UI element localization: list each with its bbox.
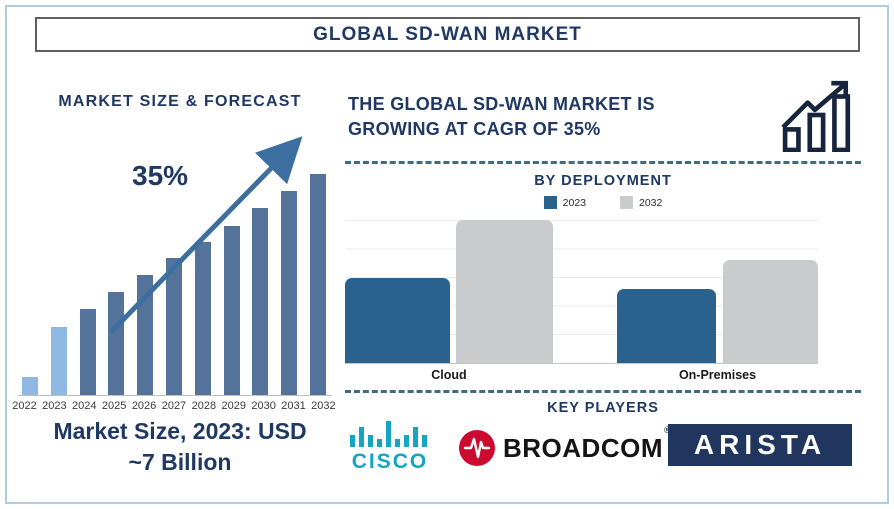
market-forecast-bar-chart — [22, 165, 326, 395]
forecast-year-label-2031: 2031 — [281, 400, 306, 412]
market-size-caption-line1: Market Size, 2023: USD — [53, 418, 307, 444]
by-deployment-title: BY DEPLOYMENT — [534, 173, 672, 189]
legend-label-2032: 2032 — [639, 196, 663, 209]
forecast-bar-2023 — [50, 327, 67, 395]
forecast-bar-2025 — [108, 292, 125, 395]
market-size-caption-line2: ~7 Billion — [128, 449, 232, 476]
broadcom-wordmark: BROADCOM — [503, 432, 663, 463]
forecast-year-axis: 2022 2023 2024 2025 2026 2027 2028 2029 2030 2031… — [10, 400, 338, 412]
forecast-year-label-2025: 2025 — [101, 400, 127, 412]
deployment-bar-cloud-2032 — [456, 220, 553, 363]
key-players-title: KEY PLAYERS — [547, 400, 659, 416]
forecast-year-label-2032: 2032 — [311, 400, 336, 412]
deployment-bar-cloud-2023 — [345, 278, 450, 363]
forecast-bar-2030 — [252, 208, 269, 395]
forecast-year-label-2028: 2028 — [191, 400, 217, 412]
cagr-annotation: 35% — [132, 160, 189, 191]
cisco-wordmark: CISCO — [351, 450, 429, 473]
forecast-year-label-2024: 2024 — [72, 400, 97, 412]
broadcom-registered-mark: ® — [664, 425, 671, 435]
forecast-year-label-2026: 2026 — [131, 400, 157, 412]
forecast-bar-2022 — [22, 377, 38, 395]
forecast-year-label-2030: 2030 — [251, 400, 276, 412]
broadcom-logo: BROADCOM® — [458, 425, 671, 467]
page-title: GLOBAL SD-WAN MARKET — [313, 23, 582, 45]
growth-chart-icon — [781, 80, 851, 152]
forecast-bar-2026 — [137, 275, 154, 395]
deployment-bar-chart — [345, 220, 818, 364]
cisco-logo: CISCO — [346, 419, 434, 474]
market-size-forecast-title: MARKET SIZE & FORECAST — [58, 93, 302, 110]
deployment-legend: 2023 2032 — [345, 196, 861, 209]
forecast-bar-2032 — [309, 174, 326, 395]
growth-trend-arrow — [109, 136, 303, 334]
forecast-year-label-2023: 2023 — [42, 400, 67, 412]
broadcom-pulse-icon — [459, 430, 495, 466]
forecast-year-label-2027: 2027 — [161, 400, 187, 412]
deployment-bar-on-premises-2023 — [617, 289, 716, 363]
forecast-year-label-2029: 2029 — [221, 400, 246, 412]
category-label-cloud: Cloud — [431, 368, 467, 382]
cagr-headline: THE GLOBAL SD-WAN MARKET IS GROWING AT C… — [348, 92, 768, 142]
forecast-bar-2024 — [79, 309, 96, 395]
market-size-caption: Market Size, 2023: USD ~7 Billion — [8, 416, 352, 478]
dashed-divider-bottom — [345, 390, 861, 393]
cagr-headline-line2: GROWING AT CAGR OF 35% — [348, 119, 601, 140]
arista-wordmark: ARISTA — [693, 429, 827, 460]
cisco-bridge-icon — [350, 421, 427, 447]
header-title-box: GLOBAL SD-WAN MARKET — [35, 17, 860, 52]
legend-swatch-2023 — [543, 196, 557, 209]
forecast-year-label-2022: 2022 — [12, 400, 37, 412]
legend-swatch-2032 — [620, 196, 633, 209]
cagr-headline-line1: THE GLOBAL SD-WAN MARKET IS — [348, 94, 655, 114]
dashed-divider-top — [345, 161, 861, 164]
forecast-axis-baseline — [18, 395, 332, 396]
category-label-on-premises: On-Premises — [678, 368, 757, 382]
forecast-bar-2028 — [194, 242, 211, 395]
forecast-bar-2027 — [165, 258, 182, 395]
arista-logo: ARISTA — [668, 424, 852, 466]
legend-item-2023: 2023 — [543, 196, 586, 209]
legend-item-2032: 2032 — [620, 196, 662, 209]
deployment-bar-on-premises-2032 — [723, 260, 818, 363]
legend-label-2023: 2023 — [562, 196, 586, 209]
forecast-bar-2031 — [281, 191, 298, 395]
forecast-bar-2029 — [223, 226, 240, 395]
